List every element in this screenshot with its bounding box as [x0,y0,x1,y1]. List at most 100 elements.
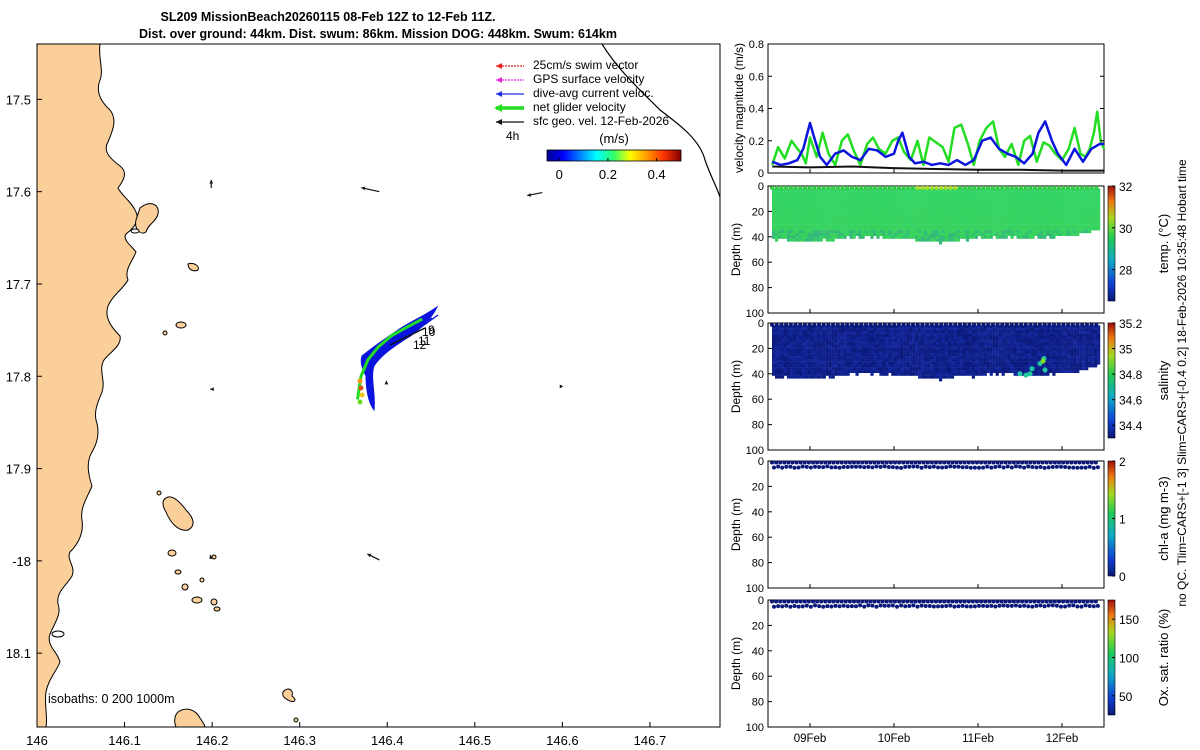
section-cell [1067,199,1071,203]
subsurface-sample [808,465,813,470]
section-ylabel: Depth (m) [729,637,743,690]
legend-arrowhead-dive [496,91,502,97]
section-cell [941,199,946,203]
section-cell [1013,213,1017,217]
section-cell [1088,342,1092,346]
section-cell [873,353,877,357]
section-cell [774,364,779,368]
section-cell [795,350,800,354]
section-cell [1067,358,1071,362]
section-cell [801,364,806,368]
surface-sample [794,460,799,465]
section-cell [1061,350,1065,354]
section-cell [882,227,886,231]
section-cell [870,333,874,337]
section-cell [822,353,826,357]
section-cell [1076,339,1080,343]
section-cell [819,224,823,228]
section-cell [1025,344,1029,348]
section-cell [1058,210,1062,214]
section-cell [840,353,844,357]
subsurface-sample [890,603,895,608]
section-cell [804,333,808,337]
section-cell [977,370,981,374]
section-cell [1085,358,1089,362]
section-cell [1010,191,1014,195]
section-cell [924,336,928,340]
section-cell [927,367,931,371]
section-cell [825,216,829,220]
surface-sample [1094,322,1099,327]
section-cell [777,350,782,354]
section-cell [1007,188,1011,192]
section-cell [915,344,919,348]
section-cell [971,219,975,223]
section-cell [962,221,967,225]
section-cell [831,235,835,239]
section-cell [795,344,800,348]
section-cell [846,202,850,206]
section-cell [1040,339,1044,343]
section-cell [1094,330,1098,334]
map-colorbar: (m/s) 0 0.2 0.4 [546,131,682,182]
section-cell [783,227,788,231]
section-cell [816,344,820,348]
geo-arrowhead [209,179,214,184]
section-ytick-label: 20 [752,481,764,493]
section-cell [918,361,922,365]
section-cell [816,193,820,197]
section-cell [900,342,904,346]
section-cell [944,333,949,337]
section-cell [1058,330,1062,334]
section-cell [882,196,886,200]
legend-arrowhead-net [494,104,502,112]
section-cell [828,367,832,371]
section-cell [1025,353,1029,357]
section-cell [953,216,958,220]
section-cell [1016,328,1020,332]
section-cell [772,367,776,371]
section-cell [807,221,811,225]
section-cell [780,216,785,220]
section-ytick-label: 100 [746,583,764,595]
section-cell [1010,235,1014,239]
section-cell [953,207,958,211]
section-cell [807,361,811,365]
section-cell [947,364,952,368]
section-cell [807,230,811,234]
section-cell [798,375,803,379]
section-cell [879,205,883,209]
section-cell [980,361,984,365]
section-cell [915,364,919,368]
section-cell [992,339,996,343]
section-cell [772,358,776,362]
section-cell [900,233,904,237]
section-cell [849,333,853,337]
section-cell [965,202,970,206]
section-cell [1067,339,1071,343]
section-cell [915,370,919,374]
section-cell [906,364,910,368]
section-cell [882,221,886,225]
section-cell [918,347,922,351]
section-cell [1022,199,1026,203]
section-cell [915,356,919,360]
section-cell [1085,353,1089,357]
section-cell [1022,205,1026,209]
section-cell [867,356,871,360]
section-cell [894,205,898,209]
section-cell [1037,191,1041,195]
section-cell [855,213,859,217]
section-cell [953,344,958,348]
section-cell [933,336,937,340]
section-cell [1025,216,1029,220]
section-cell [1034,233,1038,237]
section-cell [956,356,961,360]
section-cell [1022,202,1026,206]
subsurface-sample [821,465,826,470]
surface-sample [823,460,828,465]
section-cell [1082,216,1086,220]
section-cell [1067,193,1071,197]
colorbar-tick-label: 150 [1119,613,1139,627]
section-cell [876,350,880,354]
